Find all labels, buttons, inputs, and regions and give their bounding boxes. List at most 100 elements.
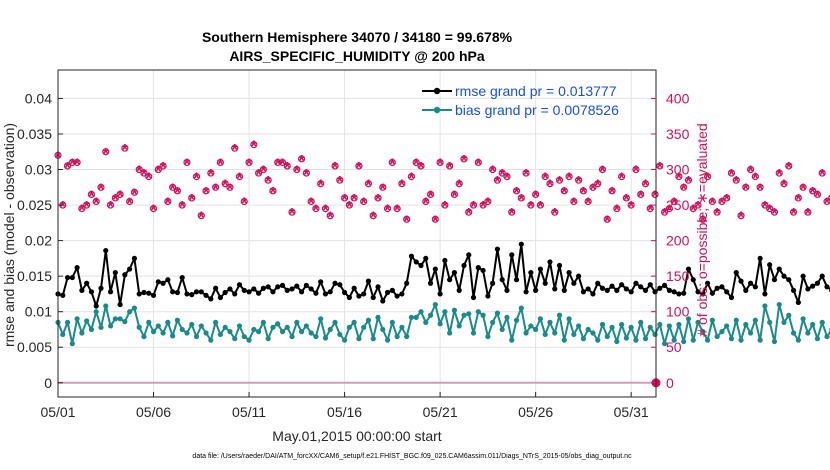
rmse-point <box>265 284 271 290</box>
obs-possible-point <box>297 155 306 163</box>
obs-possible-point <box>231 144 239 152</box>
bias-point <box>251 326 257 333</box>
y2-axis-ticks: 0 50 100 150 200 250 300 350 400 <box>651 90 690 391</box>
bias-point <box>427 312 434 318</box>
rmse-point <box>294 283 300 289</box>
x-tick-label: 05/31 <box>614 404 649 420</box>
bias-point <box>423 319 429 325</box>
bias-point <box>652 331 658 338</box>
rmse-point <box>671 289 677 295</box>
obs-possible-point <box>608 187 616 195</box>
obs-evaluated-point: * <box>633 164 640 181</box>
bias-point <box>743 321 749 328</box>
obs-evaluated-point: * <box>552 206 559 223</box>
obs-evaluated-point: * <box>829 192 830 209</box>
rmse-point <box>284 287 290 293</box>
obs-possible-point <box>680 183 688 191</box>
obs-evaluated-point: * <box>494 174 501 191</box>
bias-point <box>256 329 262 335</box>
obs-possible-point <box>689 205 697 213</box>
obs-evaluated-point: * <box>265 174 272 191</box>
obs-evaluated-point: * <box>504 171 511 188</box>
bias-point <box>217 331 223 338</box>
obs-possible-point <box>656 162 664 170</box>
bias-point <box>690 337 696 343</box>
rmse-point <box>251 286 257 292</box>
bias-point <box>733 317 739 323</box>
bias-point <box>810 321 816 328</box>
obs-possible-point <box>407 173 416 181</box>
obs-evaluated-point: * <box>537 199 544 216</box>
obs-possible-point <box>813 190 822 199</box>
obs-possible-point <box>594 180 602 188</box>
rmse-point <box>427 280 434 286</box>
obs-possible-point <box>360 197 368 206</box>
obs-possible-point <box>512 187 521 195</box>
obs-evaluated-point: * <box>141 167 148 184</box>
obs-evaluated-point: * <box>289 206 296 223</box>
obs-evaluated-point: * <box>136 164 143 181</box>
obs-evaluated-point: * <box>657 160 664 177</box>
obs-evaluated-point: * <box>771 206 778 223</box>
bias-point <box>294 319 300 325</box>
bias-point <box>122 319 128 325</box>
obs-possible-point <box>742 183 750 191</box>
obs-evaluated-point: * <box>251 139 258 156</box>
rmse-point <box>122 272 128 278</box>
obs-possible-point <box>135 165 143 174</box>
y-tick-label: 0.04 <box>25 90 52 106</box>
obs-evaluated-point: * <box>623 192 630 209</box>
rmse-point <box>509 252 515 258</box>
obs-evaluated-point: * <box>523 167 530 184</box>
obs-evaluated-point: * <box>738 210 745 227</box>
obs-evaluated-point: * <box>442 199 449 216</box>
rmse-point <box>566 269 572 276</box>
obs-possible-point <box>804 208 812 216</box>
bias-point <box>275 321 281 327</box>
obs-evaluated-point: * <box>513 185 520 202</box>
obs-possible-point <box>703 173 712 181</box>
bias-point <box>776 301 782 308</box>
bias-point <box>155 323 161 329</box>
y-tick-label: 0.01 <box>25 304 52 320</box>
obs-evaluated-point: * <box>490 164 497 181</box>
obs-evaluated-point: * <box>370 210 377 227</box>
obs-possible-point <box>159 162 167 170</box>
obs-evaluated-point: * <box>298 153 305 170</box>
obs-possible-point <box>403 215 411 223</box>
bias-point <box>800 316 806 322</box>
rmse-point <box>365 278 372 284</box>
rmse-point <box>236 282 243 288</box>
bias-point <box>222 324 228 330</box>
obs-possible-point <box>532 190 540 199</box>
obs-possible-point <box>551 208 559 216</box>
rmse-point <box>695 289 701 295</box>
obs-evaluated-point: * <box>189 192 196 209</box>
obs-possible-point <box>164 197 172 206</box>
y2-tick-label: 150 <box>666 268 690 284</box>
rmse-point <box>494 246 501 252</box>
x-axis-ticks: 05/01 05/06 05/11 05/16 05/21 05/26 05/31 <box>40 392 649 420</box>
bias-point <box>193 333 200 340</box>
obs-evaluated-point: * <box>179 199 186 216</box>
rmse-point <box>270 289 276 295</box>
rmse-point <box>633 280 639 286</box>
obs-possible-point <box>340 194 349 202</box>
rmse-point <box>117 301 123 308</box>
obs-possible-point <box>789 208 798 216</box>
x-tick-label: 05/01 <box>40 404 75 420</box>
rmse-point <box>60 292 66 298</box>
obs-possible-point <box>255 169 263 177</box>
rmse-point <box>380 298 386 304</box>
y2-tick-label: 0 <box>666 375 674 391</box>
obs-evaluated-point: * <box>451 188 458 205</box>
obs-evaluated-point: * <box>361 196 368 213</box>
obs-evaluated-point: * <box>681 181 688 198</box>
bias-point <box>279 329 286 335</box>
bias-point <box>566 316 572 322</box>
obs-possible-point <box>345 201 353 209</box>
obs-evaluated-point: * <box>733 174 740 191</box>
bias-point <box>213 319 219 325</box>
x-tick-label: 05/16 <box>327 404 362 420</box>
obs-evaluated-point: * <box>819 167 826 184</box>
